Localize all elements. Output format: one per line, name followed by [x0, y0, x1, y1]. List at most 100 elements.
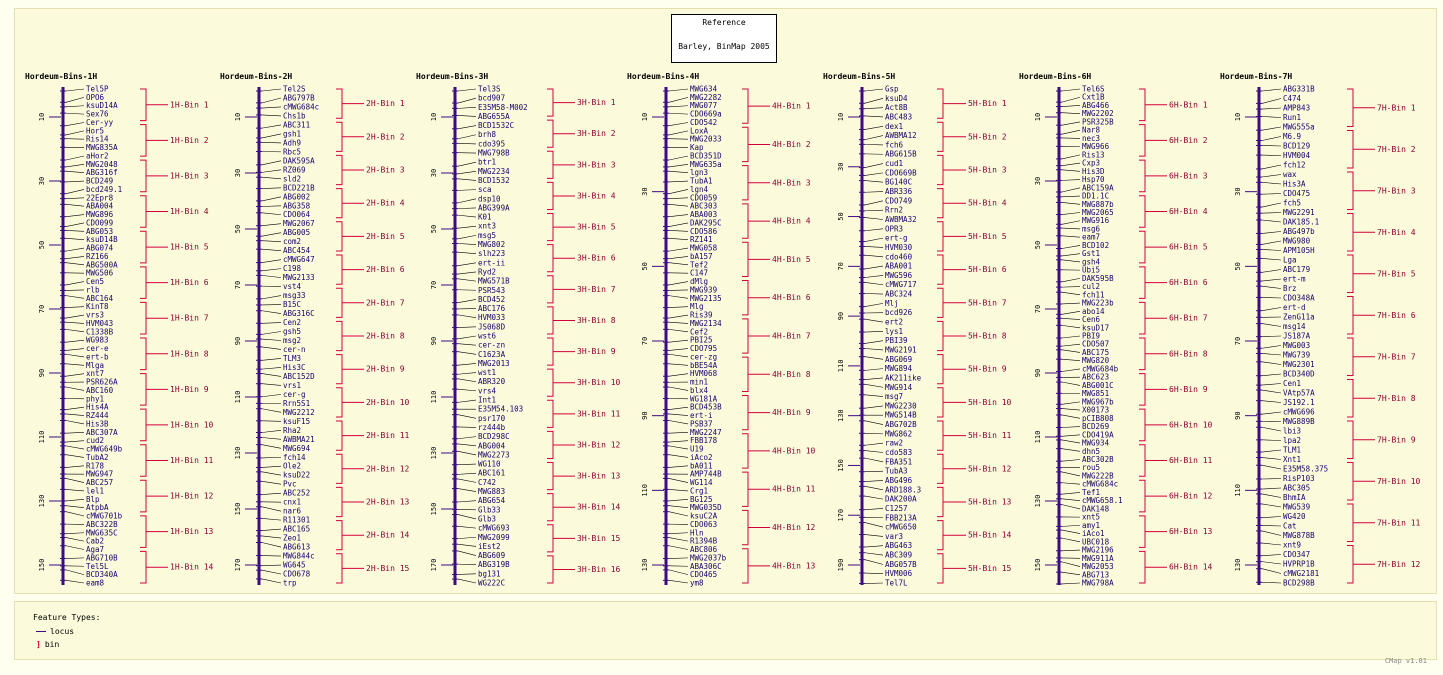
locus-label[interactable]: ABC311 [283, 120, 310, 129]
locus-label[interactable]: WG983 [86, 336, 109, 345]
locus-label[interactable]: lgn3 [690, 168, 708, 177]
locus-label[interactable]: nec3 [1082, 134, 1100, 143]
locus-label[interactable]: ABG466 [1082, 101, 1110, 110]
locus-label[interactable]: UBC018 [1082, 537, 1110, 546]
locus-label[interactable]: PBI39 [885, 336, 908, 345]
locus-label[interactable]: ABG069 [885, 355, 912, 364]
locus-label[interactable]: ert-d [1283, 303, 1306, 312]
bin-label[interactable]: 4H-Bin 2 [772, 140, 811, 149]
locus-label[interactable]: CDO669B [885, 168, 917, 177]
locus-label[interactable]: MWG916 [1082, 216, 1110, 225]
bin-label[interactable]: 2H-Bin 5 [366, 232, 405, 241]
locus-label[interactable]: ABG496 [885, 476, 913, 485]
locus-label[interactable]: MWG2067 [283, 219, 315, 228]
locus-label[interactable]: CDO475 [1283, 189, 1310, 198]
locus-label[interactable]: WG181A [690, 394, 718, 403]
locus-label[interactable]: cMWG684c [1082, 480, 1118, 489]
locus-label[interactable]: slh223 [478, 249, 505, 258]
locus-label[interactable]: Glb3 [478, 514, 496, 523]
bin-label[interactable]: 6H-Bin 2 [1169, 136, 1208, 145]
locus-label[interactable]: raw2 [885, 439, 903, 448]
locus-label[interactable]: OPR3 [885, 224, 903, 233]
locus-label[interactable]: Cen5 [86, 277, 104, 286]
locus-label[interactable]: PSR626A [86, 378, 118, 387]
locus-label[interactable]: R1394B [690, 537, 718, 546]
locus-label[interactable]: ABC176 [478, 304, 506, 313]
locus-label[interactable]: BCD298B [1283, 579, 1315, 588]
locus-label[interactable]: FBB213A [885, 513, 917, 522]
locus-label[interactable]: DAK595A [283, 156, 315, 165]
locus-label[interactable]: msg33 [283, 291, 306, 300]
locus-label[interactable]: Tel5L [86, 562, 109, 571]
locus-label[interactable]: ABC179 [1283, 265, 1310, 274]
locus-label[interactable]: MWG966 [1082, 142, 1110, 151]
locus-label[interactable]: lpa2 [1283, 436, 1301, 445]
locus-label[interactable]: Ryd2 [478, 267, 496, 276]
locus-label[interactable]: trp [283, 579, 297, 588]
bin-label[interactable]: 3H-Bin 7 [577, 285, 616, 294]
locus-label[interactable]: MWG2301 [1283, 360, 1315, 369]
locus-label[interactable]: RZ444 [86, 411, 109, 420]
locus-label[interactable]: MWG2291 [1283, 208, 1315, 217]
bin-label[interactable]: 6H-Bin 7 [1169, 314, 1208, 323]
bin-label[interactable]: 2H-Bin 3 [366, 166, 405, 175]
locus-label[interactable]: BCD129 [1283, 142, 1310, 151]
locus-label[interactable]: fch12 [1283, 161, 1306, 170]
locus-label[interactable]: ABG316C [283, 309, 315, 318]
bin-label[interactable]: 6H-Bin 4 [1169, 207, 1208, 216]
locus-label[interactable]: dsp10 [478, 194, 501, 203]
locus-label[interactable]: PSR543 [478, 286, 505, 295]
locus-label[interactable]: CDO749 [885, 196, 912, 205]
bin-label[interactable]: 5H-Bin 7 [968, 298, 1007, 307]
bin-label[interactable]: 3H-Bin 15 [577, 534, 621, 543]
locus-label[interactable]: bcd926 [885, 308, 913, 317]
locus-label[interactable]: FBB178 [690, 436, 718, 445]
bin-label[interactable]: 2H-Bin 2 [366, 132, 405, 141]
bin-label[interactable]: 1H-Bin 1 [170, 100, 209, 109]
locus-label[interactable]: ABG002 [283, 192, 310, 201]
locus-label[interactable]: cMWG649b [86, 445, 123, 454]
locus-label[interactable]: Cen2 [283, 318, 301, 327]
bin-label[interactable]: 5H-Bin 15 [968, 564, 1012, 573]
locus-label[interactable]: iAco1 [1082, 529, 1105, 538]
locus-label[interactable]: ABG609 [478, 551, 505, 560]
locus-label[interactable]: var3 [885, 532, 903, 541]
locus-label[interactable]: MWG2191 [885, 345, 917, 354]
locus-label[interactable]: rz444b [478, 423, 506, 432]
locus-label[interactable]: ZenG11a [1283, 313, 1315, 322]
locus-label[interactable]: MWG2053 [1082, 562, 1114, 571]
locus-label[interactable]: CDO586 [690, 227, 718, 236]
locus-label[interactable]: MWG694 [283, 444, 311, 453]
locus-label[interactable]: fch11 [1082, 290, 1105, 299]
bin-label[interactable]: 3H-Bin 1 [577, 98, 616, 107]
locus-label[interactable]: com2 [283, 237, 301, 246]
locus-label[interactable]: Tel2S [283, 85, 306, 94]
locus-label[interactable]: DD1.1C [1082, 192, 1109, 201]
bin-label[interactable]: 6H-Bin 13 [1169, 527, 1213, 536]
bin-label[interactable]: 5H-Bin 12 [968, 464, 1012, 473]
locus-label[interactable]: M6.9 [1283, 132, 1301, 141]
bin-label[interactable]: 5H-Bin 2 [968, 132, 1007, 141]
bin-label[interactable]: 6H-Bin 11 [1169, 456, 1213, 465]
bin-label[interactable]: 7H-Bin 9 [1377, 435, 1416, 444]
locus-label[interactable]: RZ141 [690, 235, 713, 244]
locus-label[interactable]: RZ166 [86, 252, 109, 261]
locus-label[interactable]: aHor2 [86, 151, 109, 160]
locus-label[interactable]: MWG851 [1082, 389, 1109, 398]
locus-label[interactable]: WG114 [690, 478, 713, 487]
locus-label[interactable]: WG420 [1283, 512, 1306, 521]
bin-label[interactable]: 4H-Bin 8 [772, 370, 811, 379]
bin-label[interactable]: 5H-Bin 11 [968, 431, 1012, 440]
locus-label[interactable]: Rrn2 [885, 206, 903, 215]
locus-label[interactable]: DAK185.1 [1283, 218, 1319, 227]
locus-label[interactable]: bA011 [690, 461, 713, 470]
locus-label[interactable]: MWG635a [690, 160, 722, 169]
locus-label[interactable]: C147 [690, 269, 708, 278]
locus-label[interactable]: Cen1 [1283, 379, 1301, 388]
locus-label[interactable]: MWG222B [1082, 471, 1114, 480]
bin-label[interactable]: 7H-Bin 12 [1377, 560, 1421, 569]
locus-label[interactable]: cdo395 [478, 139, 505, 148]
bin-label[interactable]: 1H-Bin 4 [170, 207, 209, 216]
bin-label[interactable]: 2H-Bin 13 [366, 498, 410, 507]
locus-label[interactable]: C474 [1283, 94, 1302, 103]
